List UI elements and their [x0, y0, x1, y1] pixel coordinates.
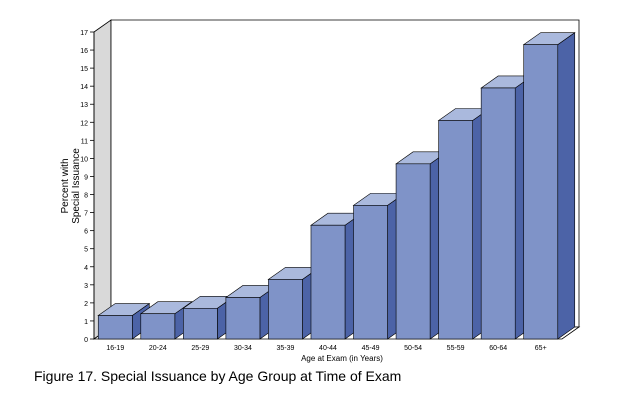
- bar-front: [140, 313, 176, 340]
- bar-front: [438, 120, 473, 340]
- y-axis-label-line: Special Issuance: [71, 148, 82, 224]
- y-tick-label: 1: [84, 319, 88, 326]
- x-axis: 16-19 20-24 25-29 30-34 35-39 40-44 45-49 50-54…: [106, 345, 546, 352]
- y-tick-label: 8: [84, 193, 88, 200]
- bar-front: [225, 297, 261, 340]
- side-wall: [93, 19, 112, 340]
- y-tick-label: 2: [84, 301, 88, 308]
- bar-front: [480, 87, 516, 340]
- y-axis-label: Percent withSpecial Issuance: [60, 148, 82, 224]
- x-tick-label: 20-24: [149, 345, 167, 352]
- x-tick-label: 60-64: [489, 345, 507, 352]
- y-tick-label: 17: [80, 30, 88, 37]
- y-tick-label: 7: [84, 211, 88, 218]
- bars-group: [97, 32, 576, 340]
- y-axis-label-line: Percent with: [60, 158, 71, 213]
- y-tick-label: 16: [80, 48, 88, 55]
- y-tick-label: 4: [84, 265, 88, 272]
- bar: [522, 32, 576, 340]
- bar-front: [353, 205, 388, 340]
- bar-front: [183, 307, 218, 340]
- y-tick-label: 13: [80, 102, 88, 109]
- x-tick-label: 30-34: [234, 345, 252, 352]
- x-tick-label: 50-54: [404, 345, 422, 352]
- x-tick-label: 45-49: [362, 345, 380, 352]
- x-tick-label: 35-39: [277, 345, 295, 352]
- y-tick-label: 5: [84, 247, 88, 254]
- bar-front: [268, 279, 303, 340]
- y-tick-label: 3: [84, 283, 88, 290]
- bar-side: [557, 32, 576, 340]
- y-tick-label: 14: [80, 84, 88, 91]
- bar-front: [97, 315, 133, 340]
- x-axis-label: Age at Exam (in Years): [301, 354, 383, 363]
- y-tick-label: 9: [84, 174, 88, 181]
- y-tick-label: 6: [84, 229, 88, 236]
- bar-front: [523, 44, 559, 340]
- y-tick-label: 10: [80, 156, 88, 163]
- y-tick-label: 11: [81, 138, 88, 145]
- x-tick-label: 25-29: [191, 345, 209, 352]
- y-tick-label: 0: [84, 337, 88, 344]
- figure-caption: Figure 17. Special Issuance by Age Group…: [34, 368, 402, 384]
- x-tick-label: 65+: [535, 345, 547, 352]
- y-tick-label: 12: [80, 120, 88, 127]
- y-tick-label: 15: [80, 66, 88, 73]
- bar-front: [395, 163, 431, 340]
- x-tick-label: 16-19: [106, 345, 124, 352]
- x-tick-label: 40-44: [319, 345, 337, 352]
- x-tick-label: 55-59: [447, 345, 465, 352]
- bar-front: [310, 224, 346, 340]
